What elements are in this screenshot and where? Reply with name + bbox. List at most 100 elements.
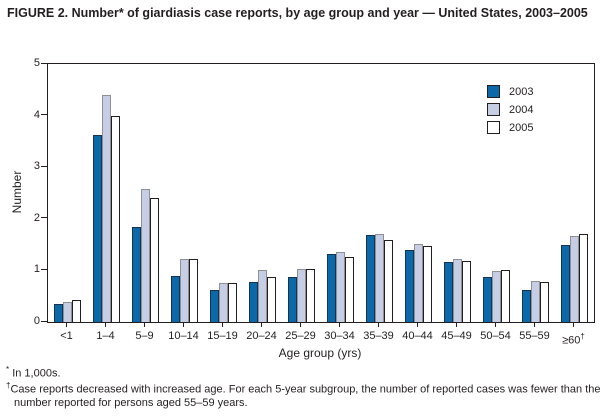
bar-2003-agegroup-3 xyxy=(171,275,180,322)
x-tick-mark xyxy=(339,323,340,327)
y-tick-label: 1 xyxy=(33,263,40,276)
bar-2004-agegroup-5 xyxy=(258,270,267,322)
footnotes: * In 1,000s. †Case reports decreased wit… xyxy=(6,365,602,411)
x-tick-label: 30–34 xyxy=(324,330,355,342)
x-tick-label: 5–9 xyxy=(135,330,154,342)
y-tick-mark xyxy=(41,62,47,64)
bar-2005-agegroup-11 xyxy=(501,270,510,322)
x-tick-label: <1 xyxy=(60,330,73,342)
bar-2004-agegroup-10 xyxy=(453,258,462,322)
y-tick-mark xyxy=(41,268,47,270)
x-tick-mark xyxy=(300,323,301,327)
bar-2004-agegroup-11 xyxy=(492,271,501,322)
bar-2005-agegroup-10 xyxy=(462,260,471,322)
x-tick-label: 15–19 xyxy=(207,330,238,342)
bar-2003-agegroup-4 xyxy=(210,290,219,322)
bar-2003-agegroup-5 xyxy=(249,282,258,322)
bar-2003-agegroup-8 xyxy=(366,235,375,322)
footnote-in-thousands: * In 1,000s. xyxy=(6,365,602,381)
bar-2003-agegroup-1 xyxy=(93,134,102,322)
footnote-text: In 1,000s. xyxy=(12,367,61,380)
legend-swatch-2004 xyxy=(487,103,500,116)
y-tick-mark xyxy=(41,114,47,116)
legend-label-2004: 2004 xyxy=(509,103,534,116)
y-tick-mark xyxy=(41,217,47,219)
bar-2004-agegroup-6 xyxy=(297,268,306,322)
x-tick-mark xyxy=(105,323,106,327)
footnote-age-subgroups: †Case reports decreased with increased a… xyxy=(6,381,602,411)
dagger-symbol: † xyxy=(6,380,11,390)
x-tick-mark xyxy=(144,323,145,327)
footnote-text: Case reports decreased with increased ag… xyxy=(10,383,601,410)
bar-2004-agegroup-1 xyxy=(102,94,111,322)
bar-2003-agegroup-2 xyxy=(132,226,141,322)
bar-2005-agegroup-0 xyxy=(72,299,81,322)
x-axis-label: Age group (yrs) xyxy=(278,346,362,360)
bar-2003-agegroup-11 xyxy=(483,276,492,322)
asterisk-symbol: * xyxy=(6,365,10,374)
bar-2005-agegroup-12 xyxy=(540,282,549,322)
x-tick-label: 1–4 xyxy=(96,330,115,342)
bar-2005-agegroup-6 xyxy=(306,268,315,322)
bar-2004-agegroup-2 xyxy=(141,188,150,322)
y-tick-label: 3 xyxy=(33,160,40,173)
figure-title: FIGURE 2. Number* of giardiasis case rep… xyxy=(7,6,588,20)
y-tick-label: 0 xyxy=(33,315,40,327)
y-axis-label: Number xyxy=(10,170,24,214)
x-tick-mark xyxy=(261,323,262,327)
x-tick-label: 25–29 xyxy=(285,330,316,342)
x-tick-mark xyxy=(222,323,223,327)
bar-2003-agegroup-7 xyxy=(327,254,336,322)
x-tick-label: 50–54 xyxy=(480,330,511,342)
x-tick-mark xyxy=(66,323,67,327)
bar-2003-agegroup-6 xyxy=(288,276,297,322)
x-tick-label: 40–44 xyxy=(402,330,433,342)
x-tick-mark xyxy=(573,323,574,327)
bar-2005-agegroup-5 xyxy=(267,277,276,322)
bar-2003-agegroup-12 xyxy=(522,289,531,322)
legend-swatch-2003 xyxy=(487,85,500,98)
x-tick-label: 20–24 xyxy=(246,330,277,342)
bar-2005-agegroup-8 xyxy=(384,240,393,322)
bar-2004-agegroup-9 xyxy=(414,243,423,322)
x-tick-label: 35–39 xyxy=(363,330,394,342)
y-tick-label: 4 xyxy=(33,108,40,121)
bar-2004-agegroup-3 xyxy=(180,259,189,322)
y-tick-mark xyxy=(41,165,47,167)
bar-2004-agegroup-13 xyxy=(570,236,579,322)
x-tick-mark xyxy=(456,323,457,327)
bar-2005-agegroup-9 xyxy=(423,245,432,322)
bar-2003-agegroup-0 xyxy=(54,304,63,322)
bar-2004-agegroup-12 xyxy=(531,280,540,322)
bar-2005-agegroup-7 xyxy=(345,256,354,322)
y-tick-label: 5 xyxy=(33,57,40,69)
x-tick-mark xyxy=(417,323,418,327)
x-tick-mark xyxy=(534,323,535,327)
bar-2003-agegroup-9 xyxy=(405,249,414,322)
legend: 2003 2004 2005 xyxy=(487,85,533,139)
x-tick-label: 10–14 xyxy=(168,330,199,342)
bar-2005-agegroup-13 xyxy=(579,234,588,322)
legend-label-2003: 2003 xyxy=(509,85,534,98)
bar-2005-agegroup-2 xyxy=(150,198,159,322)
legend-item-2004: 2004 xyxy=(487,103,533,116)
dagger-symbol: † xyxy=(580,332,585,341)
bar-2005-agegroup-4 xyxy=(228,283,237,322)
x-tick-mark xyxy=(378,323,379,327)
y-tick-label: 2 xyxy=(33,211,40,224)
x-tick-mark xyxy=(183,323,184,327)
bar-2004-agegroup-0 xyxy=(63,301,72,322)
bar-2005-agegroup-1 xyxy=(111,115,120,322)
bar-2004-agegroup-4 xyxy=(219,283,228,322)
legend-label-2005: 2005 xyxy=(509,121,534,134)
x-tick-mark xyxy=(495,323,496,327)
y-tick-mark xyxy=(41,320,47,322)
bar-2004-agegroup-7 xyxy=(336,251,345,322)
x-tick-label: 45–49 xyxy=(441,330,472,342)
legend-item-2005: 2005 xyxy=(487,121,533,134)
legend-swatch-2005 xyxy=(487,121,500,134)
x-tick-label: 55–59 xyxy=(519,330,550,342)
plot-area xyxy=(47,63,595,323)
bar-2003-agegroup-13 xyxy=(561,245,570,322)
